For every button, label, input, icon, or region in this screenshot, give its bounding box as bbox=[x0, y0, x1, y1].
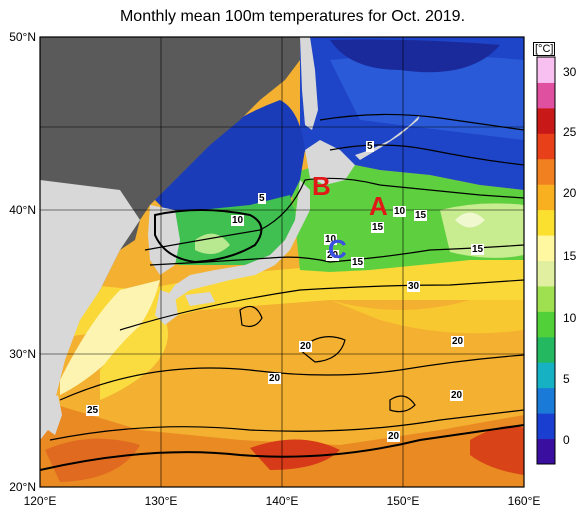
contour-label: 10 bbox=[231, 215, 245, 226]
contour-label: 30 bbox=[407, 281, 421, 292]
asia-mainland bbox=[40, 37, 300, 440]
lat-label-20n: 20°N bbox=[9, 480, 36, 494]
map-title: Monthly mean 100m temperatures for Oct. … bbox=[119, 8, 466, 25]
contour-line bbox=[149, 244, 524, 266]
contour-label: 5 bbox=[258, 193, 266, 204]
map-frame bbox=[39, 36, 525, 488]
contour-label: 15 bbox=[471, 244, 485, 255]
shikoku bbox=[185, 292, 215, 306]
colorbar-segment bbox=[537, 158, 555, 185]
lon-label-130e: 130°E bbox=[144, 494, 178, 508]
marker-c: C bbox=[328, 234, 347, 264]
ocean-blue-mid bbox=[330, 55, 524, 140]
contour-line bbox=[239, 305, 263, 328]
colorbar-tick: 10 bbox=[563, 311, 577, 325]
ocean-yellow-south bbox=[330, 300, 524, 334]
contour-line bbox=[389, 395, 416, 413]
ocean-pale bbox=[455, 212, 485, 228]
colorbar-tick: 0 bbox=[563, 433, 570, 447]
colorbar-segment bbox=[537, 82, 555, 109]
colorbar-segment bbox=[537, 209, 555, 236]
sea-of-japan-light bbox=[195, 233, 230, 254]
colorbar-segment bbox=[537, 336, 555, 363]
colorbar-segment bbox=[537, 311, 555, 338]
ocean-hottest-east bbox=[470, 425, 524, 475]
contour-label: 5 bbox=[366, 141, 374, 152]
lon-label-150e: 150°E bbox=[386, 494, 420, 508]
colorbar-segment bbox=[537, 133, 555, 160]
lat-label-50n: 50°N bbox=[9, 30, 36, 44]
colorbar-segment bbox=[537, 362, 555, 389]
sea-of-japan-blue bbox=[150, 100, 305, 215]
contour-label: 15 bbox=[371, 222, 385, 233]
contour-line bbox=[319, 113, 524, 131]
colorbar-segment bbox=[537, 438, 555, 465]
contour-label: 20 bbox=[326, 250, 340, 261]
contour-label: 20 bbox=[450, 390, 464, 401]
colorbar bbox=[537, 57, 555, 465]
contour-line bbox=[144, 177, 524, 251]
contour-line bbox=[299, 336, 346, 363]
contour-label: 20 bbox=[387, 431, 401, 442]
colorbar-tick: 20 bbox=[563, 186, 577, 200]
lon-label-160e: 160°E bbox=[507, 494, 541, 508]
marker-b: B bbox=[312, 171, 331, 201]
contour-label: 20 bbox=[451, 336, 465, 347]
colorbar-segment bbox=[537, 260, 555, 287]
contour-line bbox=[59, 354, 524, 401]
colorbar-segment bbox=[537, 235, 555, 261]
colorbar-frame bbox=[536, 56, 556, 465]
contour-label: 15 bbox=[351, 257, 365, 268]
china-light-land bbox=[40, 180, 140, 440]
contour-label: 20 bbox=[299, 341, 313, 352]
lon-label-120e: 120°E bbox=[23, 494, 57, 508]
colorbar-tick: 5 bbox=[563, 372, 570, 386]
colorbar-segment bbox=[537, 107, 555, 134]
honshu bbox=[168, 180, 310, 300]
contour-label: 10 bbox=[393, 206, 407, 217]
colorbar-tick: 15 bbox=[563, 249, 577, 263]
kuril-islands bbox=[355, 115, 420, 160]
marker-a: A bbox=[369, 191, 388, 221]
ocean-hottest-core bbox=[250, 439, 340, 470]
contour-line-major bbox=[40, 424, 524, 471]
sakhalin bbox=[300, 37, 318, 130]
lon-label-140e: 140°E bbox=[265, 494, 299, 508]
colorbar-tick: 30 bbox=[563, 65, 577, 79]
ecs-pale bbox=[60, 280, 160, 395]
colorbar-unit: [°C] bbox=[533, 42, 556, 56]
contour-label: 15 bbox=[414, 210, 428, 221]
contour-line bbox=[49, 409, 524, 441]
contour-label: 25 bbox=[86, 405, 100, 416]
colorbar-segment bbox=[537, 285, 555, 312]
contour-label: 10 bbox=[324, 234, 338, 245]
sea-of-japan-green bbox=[150, 195, 300, 265]
contour-label: 20 bbox=[268, 373, 282, 384]
colorbar-segment bbox=[537, 387, 555, 414]
taiwan bbox=[48, 395, 62, 435]
contour-line bbox=[329, 144, 524, 166]
colorbar-segment bbox=[537, 57, 555, 83]
lat-label-40n: 40°N bbox=[9, 203, 36, 217]
ocean-navy bbox=[330, 39, 500, 73]
colorbar-segment bbox=[537, 184, 555, 211]
lat-label-30n: 30°N bbox=[9, 347, 36, 361]
ecs-yellow bbox=[100, 310, 168, 400]
hokkaido bbox=[305, 140, 355, 185]
colorbar-tick: 25 bbox=[563, 125, 577, 139]
colorbar-segment bbox=[537, 413, 555, 440]
